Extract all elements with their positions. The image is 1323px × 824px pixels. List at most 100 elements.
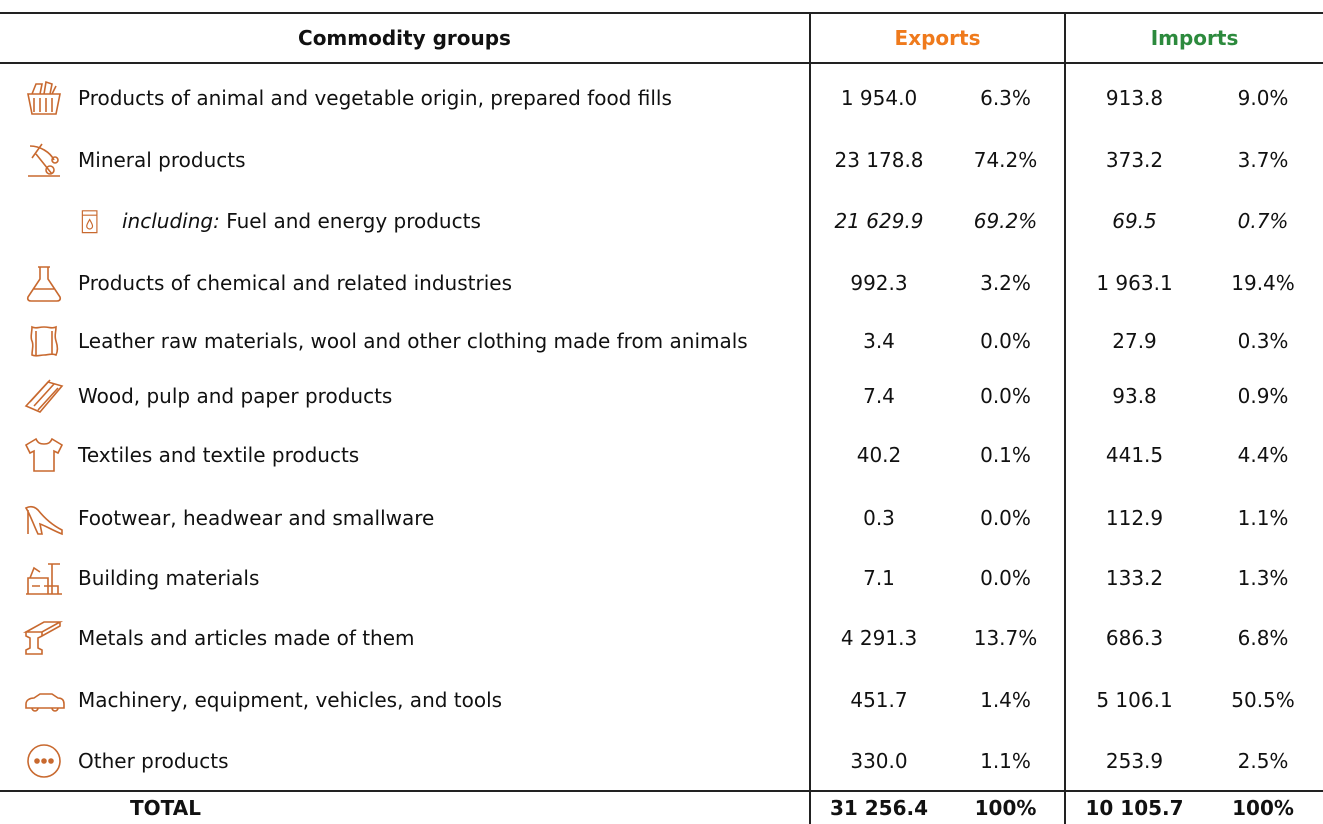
import-share: 0.7% — [1237, 209, 1289, 233]
row: Products of animal and vegetable origin,… — [0, 63, 1323, 131]
label-text: Footwear, headwear and smallware — [78, 506, 434, 530]
label-text: Metals and articles made of them — [78, 626, 415, 650]
export-value: 330.0 — [809, 731, 947, 791]
import-share: 6.8% — [1237, 626, 1289, 650]
header-imports: Imports — [1064, 13, 1323, 63]
import-share: 0.9% — [1237, 384, 1289, 408]
import-value: 253.9 — [1064, 731, 1204, 791]
commodity-label: Products of chemical and related industr… — [0, 263, 809, 303]
import-share: 3.7% — [1237, 148, 1289, 172]
commodity-label: Leather raw materials, wool and other cl… — [0, 321, 809, 361]
import-value: 1 963.1 — [1064, 253, 1204, 313]
commodity-label: Building materials — [0, 558, 809, 598]
export-value: 21 629.9 — [809, 189, 947, 253]
import-share: 4.4% — [1237, 443, 1289, 467]
label-text: Wood, pulp and paper products — [78, 384, 392, 408]
row: Wood, pulp and paper products 7.4 0.0% 93.8… — [0, 369, 1323, 423]
label-name: Wood, pulp and paper products — [78, 384, 393, 408]
icon — [22, 621, 64, 655]
import-share: 9.0% — [1237, 85, 1289, 110]
label-name: Fuel and energy products — [226, 209, 481, 233]
import-value: 441.5 — [1064, 423, 1204, 487]
import-value: 93.8 — [1064, 369, 1204, 423]
commodity-cell: Footwear, headwear and smallware — [0, 487, 810, 549]
export-value: 3.4 — [809, 313, 947, 369]
label-name: Other products — [78, 748, 229, 773]
label-text: Machinery, equipment, vehicles, and tool… — [78, 688, 502, 712]
export-value: 1 954.0 — [809, 63, 947, 131]
header-commodity: Commodity groups — [298, 26, 511, 50]
export-share: 1.4% — [980, 688, 1031, 712]
commodity-cell: Textiles and textile products — [0, 423, 810, 487]
total-export-value: 31 256.4 — [809, 791, 947, 824]
import-share: 0.3% — [1237, 329, 1289, 353]
row: Other products 330.0 1.1% 253.9 2.5% — [0, 731, 1323, 791]
total-row: TOTAL 31 256.4 100% 10 105.7 100% — [0, 791, 1323, 824]
export-share: 0.0% — [980, 384, 1031, 408]
label-text: Building materials — [78, 566, 259, 590]
export-share: 0.0% — [980, 329, 1031, 353]
import-value: 686.3 — [1064, 607, 1204, 669]
export-value: 7.1 — [809, 549, 947, 607]
label-name: Leather raw materials, wool and other cl… — [78, 329, 748, 353]
export-share: 6.3% — [980, 85, 1031, 110]
label-name: Products of chemical and related industr… — [78, 271, 512, 295]
import-value: 69.5 — [1064, 189, 1204, 253]
commodity-cell: including: Fuel and energy products — [0, 189, 810, 253]
label-text: Mineral products — [78, 148, 246, 172]
commodity-label: Metals and articles made of them — [0, 618, 809, 658]
commodity-cell: Other products — [0, 731, 810, 791]
import-share: 19.4% — [1231, 271, 1295, 295]
row: Leather raw materials, wool and other cl… — [0, 313, 1323, 369]
export-value: 7.4 — [809, 369, 947, 423]
label-text: Products of chemical and related industr… — [78, 271, 512, 295]
commodity-cell: Wood, pulp and paper products — [0, 369, 810, 423]
export-share: 0.0% — [980, 566, 1031, 590]
import-value: 373.2 — [1064, 131, 1204, 189]
icon — [30, 325, 59, 357]
commodity-cell: Products of chemical and related industr… — [0, 253, 810, 313]
commodity-label: Footwear, headwear and smallware — [0, 498, 809, 538]
total-import-share: 100% — [1232, 796, 1294, 820]
export-value: 23 178.8 — [809, 131, 947, 189]
icon — [27, 743, 61, 778]
commodity-label: Textiles and textile products — [0, 435, 809, 475]
commodity-cell: Building materials — [0, 549, 810, 607]
header-row: Commodity groups Exports Imports — [0, 13, 1323, 63]
commodity-cell: Metals and articles made of them — [0, 607, 810, 669]
label-name: Metals and articles made of them — [78, 626, 415, 650]
commodity-cell: Machinery, equipment, vehicles, and tool… — [0, 669, 810, 731]
import-share: 1.1% — [1237, 506, 1289, 530]
import-value: 133.2 — [1064, 549, 1204, 607]
icon — [81, 210, 98, 234]
label-name: Footwear, headwear and smallware — [78, 506, 435, 530]
label-text: Products of animal and vegetable origin,… — [78, 86, 672, 110]
icon — [24, 379, 64, 413]
commodity-label: Machinery, equipment, vehicles, and tool… — [0, 680, 809, 720]
icon — [26, 266, 62, 302]
row: Mineral products 23 178.8 74.2% 373.2 3.7% — [0, 131, 1323, 189]
label-text: Other products — [78, 749, 229, 773]
export-value: 4 291.3 — [809, 607, 947, 669]
icon — [27, 80, 61, 115]
commodity-label: Mineral products — [0, 140, 809, 180]
commodity-cell: Leather raw materials, wool and other cl… — [0, 313, 810, 369]
export-value: 0.3 — [809, 487, 947, 549]
commodity-cell: Products of animal and vegetable origin,… — [0, 63, 810, 131]
export-share: 3.2% — [980, 271, 1031, 295]
export-share: 0.0% — [980, 506, 1031, 530]
label-name: Machinery, equipment, vehicles, and tool… — [78, 688, 503, 712]
total-import-value: 10 105.7 — [1064, 791, 1204, 824]
export-share: 74.2% — [973, 148, 1038, 172]
label-name: Building materials — [78, 566, 260, 590]
icon — [24, 505, 63, 536]
icon — [26, 563, 62, 595]
label-name: Products of animal and vegetable origin,… — [78, 85, 672, 110]
import-value: 112.9 — [1064, 487, 1204, 549]
label-text: including: Fuel and energy products — [122, 209, 481, 233]
row: Textiles and textile products 40.2 0.1% 441… — [0, 423, 1323, 487]
import-share: 2.5% — [1237, 748, 1289, 773]
commodity-label: including: Fuel and energy products — [0, 201, 809, 241]
label-prefix: including: — [122, 209, 220, 233]
